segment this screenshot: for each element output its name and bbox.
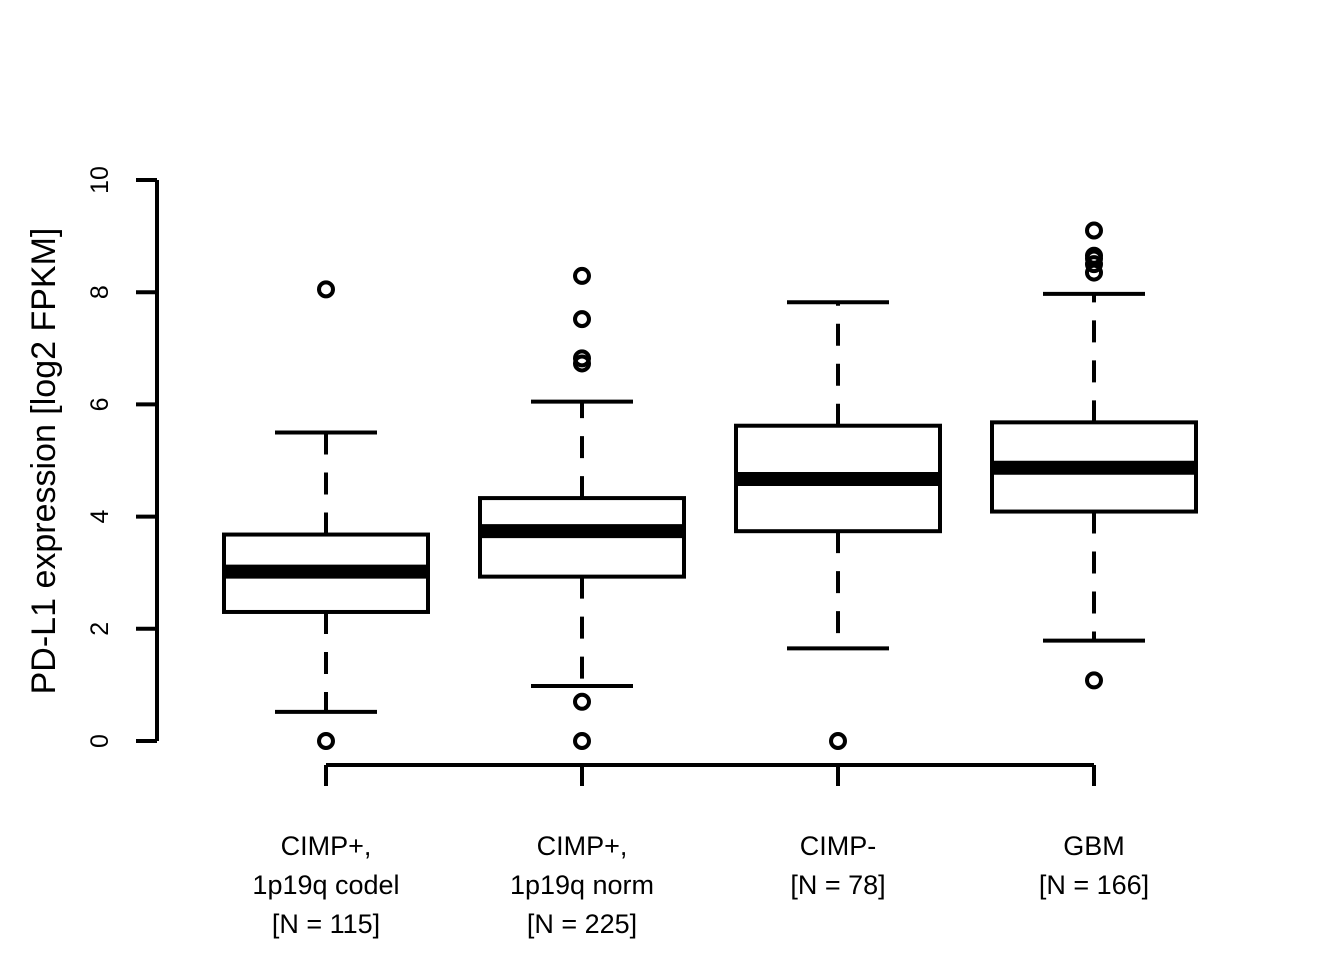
y-tick-label: 6 xyxy=(86,397,114,411)
outlier-point xyxy=(573,692,591,711)
box-group xyxy=(222,280,430,750)
outlier-point xyxy=(573,732,591,750)
outlier-point xyxy=(1085,221,1103,240)
y-axis: 0 2 4 6 8 10 xyxy=(86,166,159,748)
category-label: 1p19q norm xyxy=(510,870,654,900)
outlier-point xyxy=(829,732,847,750)
category-label: CIMP+, xyxy=(281,831,372,861)
y-tick-label: 10 xyxy=(86,166,114,194)
y-tick-label: 4 xyxy=(86,510,114,524)
category-label: CIMP+, xyxy=(537,831,628,861)
y-tick-label: 8 xyxy=(86,285,114,299)
outlier-point xyxy=(317,732,335,750)
outlier-point xyxy=(573,310,591,329)
category-label: [N = 78] xyxy=(790,870,885,900)
outlier-point xyxy=(317,280,335,299)
x-axis xyxy=(324,763,1096,786)
outlier-point xyxy=(1085,246,1103,265)
boxes-group xyxy=(222,221,1198,750)
category-label: 1p19q codel xyxy=(252,870,399,900)
box-group xyxy=(990,221,1198,690)
category-labels: CIMP+, 1p19q codel [N = 115] CIMP+, 1p19q no… xyxy=(252,831,1149,939)
category-label: [N = 166] xyxy=(1039,870,1149,900)
category-label: [N = 115] xyxy=(272,909,380,939)
box-group xyxy=(734,300,942,750)
category-label: GBM xyxy=(1063,831,1125,861)
category-label: [N = 225] xyxy=(527,909,637,939)
y-tick-label: 2 xyxy=(86,622,114,636)
outlier-point xyxy=(573,266,591,285)
y-tick-label: 0 xyxy=(86,734,114,748)
category-label: CIMP- xyxy=(800,831,877,861)
outlier-point xyxy=(1085,671,1103,690)
box-group xyxy=(478,266,686,750)
outlier-point xyxy=(573,349,591,368)
y-axis-label: PD-L1 expression [log2 FPKM] xyxy=(25,228,63,695)
